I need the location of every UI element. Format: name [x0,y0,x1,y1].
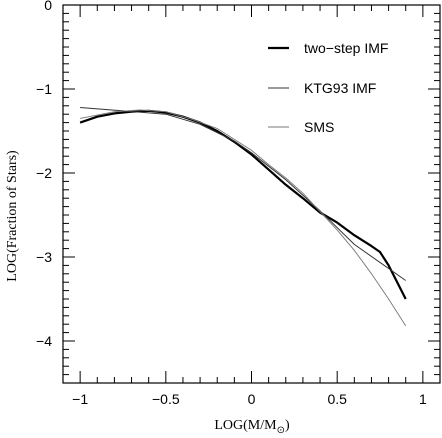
series-line-sms [80,109,407,327]
y-tick-label: −2 [36,165,52,181]
y-tick-label: −3 [36,249,52,265]
series-line-ktg93-imf [80,107,406,281]
series-layer [79,107,407,327]
x-tick-label: 1 [419,391,427,407]
legend-label-two-step-imf: two−step IMF [304,40,388,56]
x-tick-label: −0.5 [152,391,180,407]
x-tick-label: −1 [72,391,88,407]
series-line-two-step-imf [79,109,407,300]
y-tick-label: 0 [44,0,52,13]
y-tick-label: −1 [36,81,52,97]
plot-border [62,4,441,384]
y-axis-title: LOG(Fraction of Stars) [5,150,20,282]
x-tick-label: 0.5 [327,391,347,407]
x-axis-title: LOG(M/M⊙) [214,418,290,436]
legend: two−step IMF KTG93 IMF SMS [268,40,388,135]
x-axis-title-close: ) [285,418,290,433]
axis-tick-labels: −1 −0.5 0 0.5 1 0 −1 −2 −3 −4 [36,0,427,407]
x-axis-title-main: LOG(M/M [214,418,277,433]
x-axis-title-sub: ⊙ [277,425,285,436]
plot-frame [62,4,441,384]
x-tick-label: 0 [248,391,256,407]
axis-ticks [62,4,441,383]
legend-label-sms: SMS [304,119,334,135]
y-tick-label: −4 [36,333,52,349]
legend-label-ktg93-imf: KTG93 IMF [304,80,376,96]
